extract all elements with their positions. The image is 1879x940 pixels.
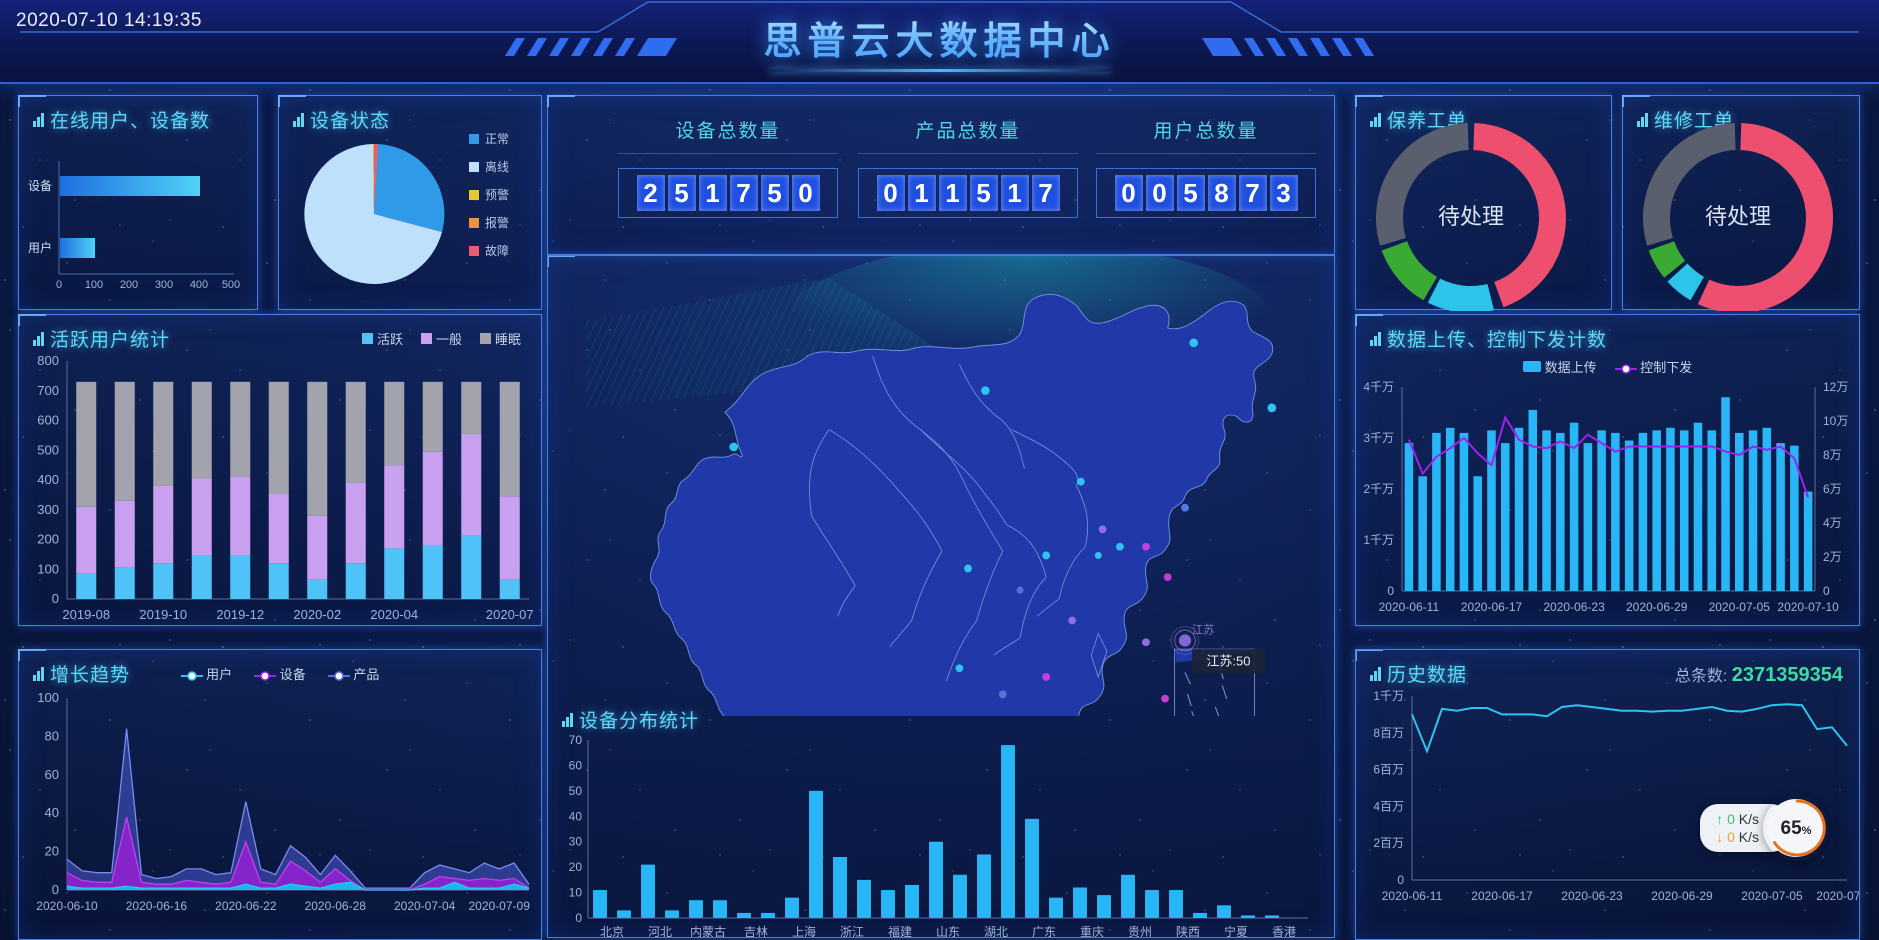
svg-text:湖北: 湖北 [984,924,1008,938]
svg-text:2019-08: 2019-08 [62,607,110,622]
svg-text:浙江: 浙江 [840,925,864,938]
svg-text:300: 300 [37,502,59,517]
svg-text:2020-07-05: 2020-07-05 [1709,600,1771,614]
svg-text:2020-07-10: 2020-07-10 [1777,600,1839,614]
svg-text:2020-02: 2020-02 [293,607,341,622]
svg-text:50: 50 [569,784,583,798]
svg-text:200: 200 [120,279,138,291]
svg-text:0: 0 [1823,584,1830,598]
svg-text:2020-06-17: 2020-06-17 [1461,600,1523,614]
svg-text:2019-12: 2019-12 [216,607,264,622]
svg-text:内蒙古: 内蒙古 [690,924,726,938]
svg-text:北京: 北京 [600,925,624,938]
svg-text:8万: 8万 [1823,448,1842,462]
svg-text:故障: 故障 [485,243,509,258]
svg-text:2020-06-29: 2020-06-29 [1626,600,1688,614]
svg-text:吉林: 吉林 [744,925,768,938]
svg-text:2020-07-09: 2020-07-09 [468,899,530,913]
svg-text:2019-10: 2019-10 [139,607,187,622]
svg-text:100: 100 [37,561,59,576]
svg-text:500: 500 [222,279,240,291]
svg-text:4百万: 4百万 [1373,799,1404,813]
svg-text:待处理: 待处理 [1438,204,1504,229]
svg-text:正常: 正常 [485,132,509,146]
svg-text:40: 40 [569,809,583,823]
svg-text:2020-04: 2020-04 [370,607,418,622]
svg-text:10万: 10万 [1823,414,1848,428]
svg-text:8百万: 8百万 [1373,726,1404,740]
svg-text:待处理: 待处理 [1705,204,1771,229]
svg-text:70: 70 [569,734,583,747]
svg-text:重庆: 重庆 [1080,925,1104,938]
svg-text:2020-07: 2020-07 [486,607,534,622]
svg-text:10: 10 [569,886,583,900]
svg-text:60: 60 [45,767,59,782]
svg-text:0: 0 [1397,873,1404,887]
svg-text:2百万: 2百万 [1373,836,1404,850]
svg-text:2020-07-04: 2020-07-04 [394,899,456,913]
svg-text:上海: 上海 [792,924,816,938]
svg-text:80: 80 [45,728,59,743]
svg-text:4万: 4万 [1823,516,1842,530]
svg-text:山东: 山东 [936,925,960,938]
svg-text:2020-06-10: 2020-06-10 [36,899,98,913]
svg-text:500: 500 [37,442,59,457]
svg-text:2020-07-10: 2020-07-10 [1816,889,1860,903]
svg-text:300: 300 [155,279,173,291]
svg-text:200: 200 [37,532,59,547]
svg-text:广东: 广东 [1032,925,1056,938]
svg-text:0: 0 [52,591,59,606]
svg-text:陕西: 陕西 [1176,924,1200,938]
svg-text:800: 800 [37,355,59,368]
svg-text:0: 0 [56,279,62,291]
svg-text:0: 0 [1387,584,1394,598]
svg-text:1千万: 1千万 [1363,533,1394,547]
svg-text:设备: 设备 [28,179,52,193]
svg-text:0: 0 [575,911,582,925]
svg-text:20: 20 [45,844,59,859]
svg-text:30: 30 [569,835,583,849]
svg-text:2020-07-05: 2020-07-05 [1741,889,1803,903]
svg-text:福建: 福建 [888,924,912,938]
svg-text:2020-06-23: 2020-06-23 [1543,600,1605,614]
svg-text:40: 40 [45,805,59,820]
svg-text:12万: 12万 [1823,381,1848,394]
svg-text:2020-06-11: 2020-06-11 [1382,889,1443,903]
svg-text:2千万: 2千万 [1363,482,1394,496]
svg-text:宁夏: 宁夏 [1224,924,1248,938]
svg-text:预警: 预警 [485,187,509,202]
svg-text:700: 700 [37,383,59,398]
svg-text:1千万: 1千万 [1373,690,1404,703]
svg-text:6百万: 6百万 [1373,763,1404,777]
svg-text:贵州: 贵州 [1128,925,1152,938]
svg-text:20: 20 [569,860,583,874]
svg-text:2020-06-23: 2020-06-23 [1561,889,1623,903]
svg-text:600: 600 [37,413,59,428]
svg-text:2020-06-16: 2020-06-16 [126,899,188,913]
svg-text:离线: 离线 [485,159,509,174]
svg-text:100: 100 [85,279,103,291]
svg-text:400: 400 [37,472,59,487]
svg-text:报警: 报警 [485,215,509,230]
svg-text:香港: 香港 [1272,925,1296,938]
svg-text:2020-06-17: 2020-06-17 [1471,889,1533,903]
svg-text:2020-06-28: 2020-06-28 [305,899,367,913]
svg-text:6万: 6万 [1823,482,1842,496]
svg-text:2020-06-29: 2020-06-29 [1651,889,1713,903]
svg-text:3千万: 3千万 [1363,431,1394,445]
svg-text:江苏:50: 江苏:50 [1206,654,1250,669]
svg-text:2万: 2万 [1823,550,1842,564]
svg-text:60: 60 [569,758,583,772]
svg-text:2020-06-22: 2020-06-22 [215,899,277,913]
svg-text:江苏: 江苏 [1192,624,1215,637]
svg-text:用户: 用户 [28,240,52,255]
svg-text:2020-06-11: 2020-06-11 [1379,600,1440,614]
svg-text:0: 0 [52,882,59,897]
svg-text:河北: 河北 [648,925,672,938]
svg-text:400: 400 [190,279,208,291]
svg-text:100: 100 [37,692,59,705]
svg-text:4千万: 4千万 [1363,381,1394,394]
